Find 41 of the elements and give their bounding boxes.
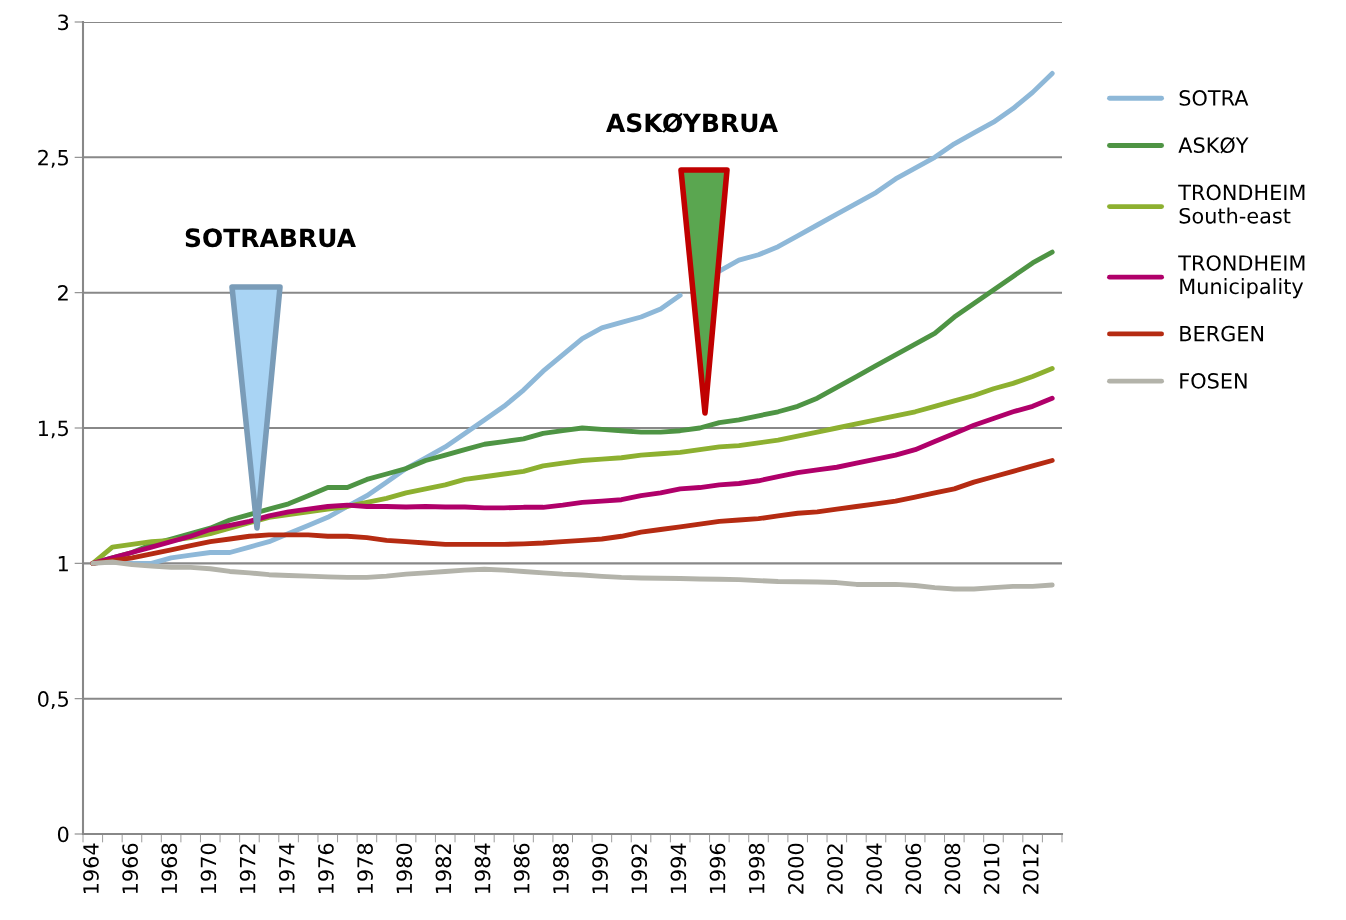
y-tick-label: 1,5: [38, 420, 68, 439]
x-tick-label: 1986: [513, 843, 530, 894]
x-tick-label: 1998: [748, 843, 765, 894]
legend-label: SOTRA: [1179, 90, 1249, 106]
x-tick-label: 2008: [944, 843, 961, 894]
y-tick-label: 3: [58, 14, 69, 31]
y-tick-label: 0: [57, 826, 69, 843]
y-tick-label: 2: [58, 285, 68, 301]
annotation: SOTRABRUA: [185, 228, 356, 248]
legend-label: BERGEN: [1180, 325, 1264, 342]
x-tick-label: 1964: [83, 843, 99, 894]
x-tick-label: 2004: [866, 843, 883, 894]
legend-label: FOSEN: [1180, 372, 1247, 389]
x-tick-label: 2006: [905, 843, 922, 894]
x-tick-label: 1988: [553, 843, 569, 894]
x-tick-label: 1994: [670, 843, 687, 894]
x-tick-label: 2010: [983, 843, 1000, 894]
y-tick-label: 0,5: [38, 691, 68, 709]
x-tick-label: 1980: [396, 843, 413, 894]
x-tick-label: 1968: [161, 843, 178, 894]
legend-label: ASKØY: [1178, 136, 1249, 154]
x-tick-label: 1992: [631, 844, 648, 894]
legend-label: TRONDHEIM Municipality: [1178, 255, 1305, 299]
x-tick-label: 2002: [827, 844, 843, 894]
y-tick-label: 1: [58, 556, 68, 572]
x-tick-label: 1974: [278, 843, 295, 894]
x-tick-label: 1972: [239, 844, 256, 894]
x-tick-label: 1970: [200, 843, 217, 894]
x-tick-label: 2000: [787, 843, 804, 894]
x-tick-label: 1984: [474, 843, 491, 894]
legend-label: TRONDHEIM South-east: [1178, 184, 1305, 224]
x-tick-label: 1996: [709, 843, 726, 894]
y-tick-label: 2,5: [38, 149, 68, 168]
x-tick-label: 1976: [318, 843, 334, 894]
annotation: ASKØYBRUA: [606, 112, 778, 133]
x-tick-label: 1978: [357, 843, 373, 894]
x-tick-label: 2012: [1022, 844, 1039, 894]
x-tick-label: 1990: [592, 843, 608, 894]
x-tick-label: 1966: [122, 843, 138, 894]
x-tick-label: 1982: [435, 844, 452, 894]
line-series: [90, 559, 1055, 592]
